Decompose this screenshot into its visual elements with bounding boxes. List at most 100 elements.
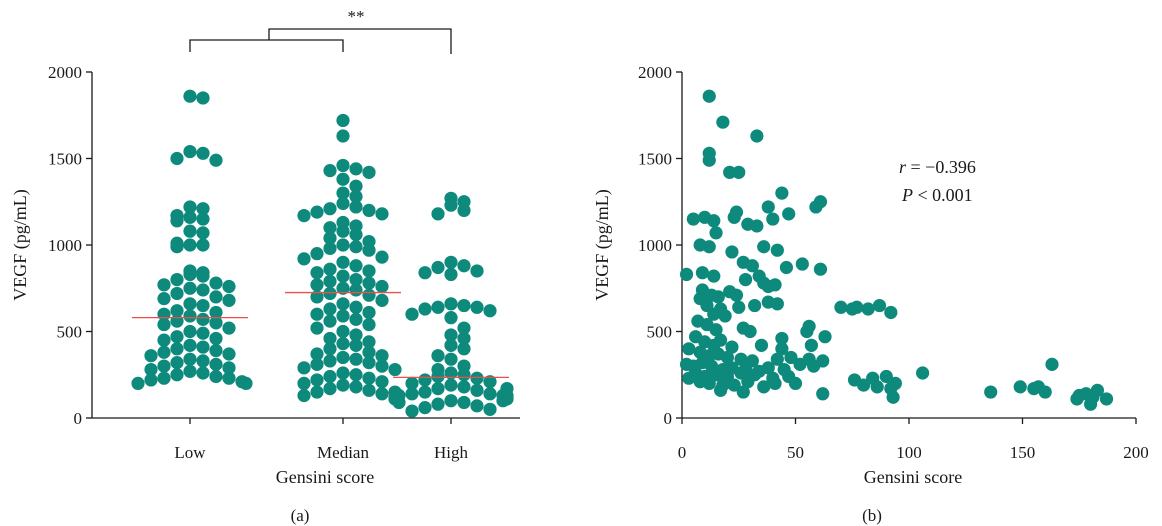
panel-b-data-point xyxy=(713,333,728,347)
panel-a-data-point xyxy=(336,158,350,173)
panel-a-data-point xyxy=(349,380,363,394)
panel-a-data-point xyxy=(170,304,184,318)
panel-a-data-point xyxy=(362,276,376,290)
panel-a-data-point xyxy=(336,224,350,238)
panel-a-data-point xyxy=(375,207,389,221)
panel-a-data-point xyxy=(196,269,210,283)
panel-a-data-point xyxy=(336,269,350,283)
panel-a-data-point xyxy=(323,354,337,368)
panel-b-data-point xyxy=(761,200,775,214)
panel-a-x-tick-label: High xyxy=(434,443,469,462)
panel-b-data-point xyxy=(809,200,823,214)
panel-b-x-axis-title: Gensini score xyxy=(864,467,962,487)
panel-a-data-point xyxy=(183,338,197,352)
panel-a-data-point xyxy=(183,267,197,282)
panel-a-data-point xyxy=(444,338,458,352)
panel-a-data-point xyxy=(222,321,236,335)
panel-a-data-point xyxy=(457,380,471,394)
panel-b-data-point xyxy=(861,302,875,316)
panel-a-data-point xyxy=(157,359,171,373)
panel-b-data-point xyxy=(750,129,764,143)
p-value: P < 0.001 xyxy=(901,185,973,205)
panel-b-data-point xyxy=(775,186,789,200)
panel-b-data-point xyxy=(738,273,753,287)
panel-a-data-point xyxy=(375,349,389,363)
panel-b-data-point xyxy=(770,243,784,257)
panel-b-data-point xyxy=(984,385,998,399)
panel-a-data-point xyxy=(362,165,376,179)
panel-a-y-tick-label: 500 xyxy=(57,323,83,342)
panel-a-data-point xyxy=(444,328,458,342)
panel-a-data-point xyxy=(323,221,337,235)
panel-a-data-point xyxy=(297,252,311,266)
panel-b-data-point xyxy=(870,380,884,394)
panel-a-data-point xyxy=(183,224,197,238)
panel-a-data-point xyxy=(310,373,324,387)
panel-b-data-point xyxy=(745,259,759,273)
panel-b-data-point xyxy=(802,319,816,333)
panel-a-data-point xyxy=(170,314,184,328)
panel-b-y-tick-label: 2000 xyxy=(638,63,672,82)
panel-b-data-point xyxy=(727,210,741,224)
panel-a-data-point xyxy=(157,371,171,385)
panel-a-data-point xyxy=(297,388,311,403)
panel-b-data-point xyxy=(1045,357,1059,371)
panel-a-data-point xyxy=(323,369,337,384)
panel-b-data-point xyxy=(813,262,828,276)
panel-a-data-point xyxy=(362,356,376,370)
panel-a-data-point xyxy=(388,362,402,377)
panel-a-data-point xyxy=(310,357,324,371)
panel-a-data-point xyxy=(470,264,484,278)
panel-b-data-point xyxy=(679,267,694,282)
panel-a-data-point xyxy=(170,151,184,166)
panel-b-data-point xyxy=(793,357,807,371)
panel-b-data-point xyxy=(729,288,744,302)
panel-a-data-point xyxy=(336,186,350,200)
panel-b-vegf-vs-gensini-scatter: 0 500 1000 1500 2000 VEGF (pg/mL) 0 50 100 150 2… xyxy=(592,63,1149,525)
panel-a-data-point xyxy=(336,366,350,380)
panel-a-data-point xyxy=(457,331,471,346)
panel-a-data-point xyxy=(457,395,471,410)
panel-a-data-point xyxy=(222,279,236,294)
r-symbol: r xyxy=(899,157,907,177)
panel-a-data-point xyxy=(457,298,471,313)
panel-a-data-point xyxy=(444,394,458,408)
panel-b-data-point xyxy=(779,260,794,275)
panel-b-data-point xyxy=(702,153,716,167)
panel-a-data-point xyxy=(444,297,458,311)
panel-a-data-point xyxy=(375,359,389,373)
panel-b-y-tick-label: 500 xyxy=(647,323,673,342)
panel-b-data-point xyxy=(725,340,739,354)
panel-a-data-point xyxy=(310,347,324,361)
significance-marker: ** xyxy=(348,7,365,26)
panel-a-data-point xyxy=(323,274,337,288)
panel-a-data-point xyxy=(310,278,324,292)
panel-a-data-point xyxy=(496,394,510,408)
panel-a-data-point xyxy=(157,292,171,306)
panel-a-data-point xyxy=(222,347,236,361)
panel-a-data-point xyxy=(349,312,363,326)
panel-a-data-point xyxy=(157,278,171,292)
panel-a-data-point xyxy=(336,129,350,143)
panel-a-data-point xyxy=(431,381,445,396)
panel-a-data-point xyxy=(297,376,311,390)
p-symbol: P xyxy=(901,185,913,205)
panel-b-data-point xyxy=(702,240,716,254)
panel-a-data-point xyxy=(323,164,337,178)
panel-a-data-point xyxy=(375,293,389,307)
panel-b-data-point xyxy=(741,375,755,389)
panel-a-data-point xyxy=(222,293,236,307)
panel-b-data-point xyxy=(741,217,755,231)
panel-b-data-point xyxy=(736,385,750,399)
panel-b-label: (b) xyxy=(862,506,882,525)
panel-b-data-point xyxy=(886,390,900,404)
panel-b-data-point xyxy=(734,352,748,366)
panel-a-data-point xyxy=(405,387,419,401)
panel-b-y-tick-label: 1000 xyxy=(638,236,672,255)
panel-b-data-point xyxy=(718,309,732,323)
panel-a-data-point xyxy=(196,312,210,326)
panel-a-data-point xyxy=(131,376,145,390)
panel-a-data-point xyxy=(144,349,158,363)
panel-a-data-point xyxy=(470,371,484,385)
panel-a-data-point xyxy=(222,361,236,375)
